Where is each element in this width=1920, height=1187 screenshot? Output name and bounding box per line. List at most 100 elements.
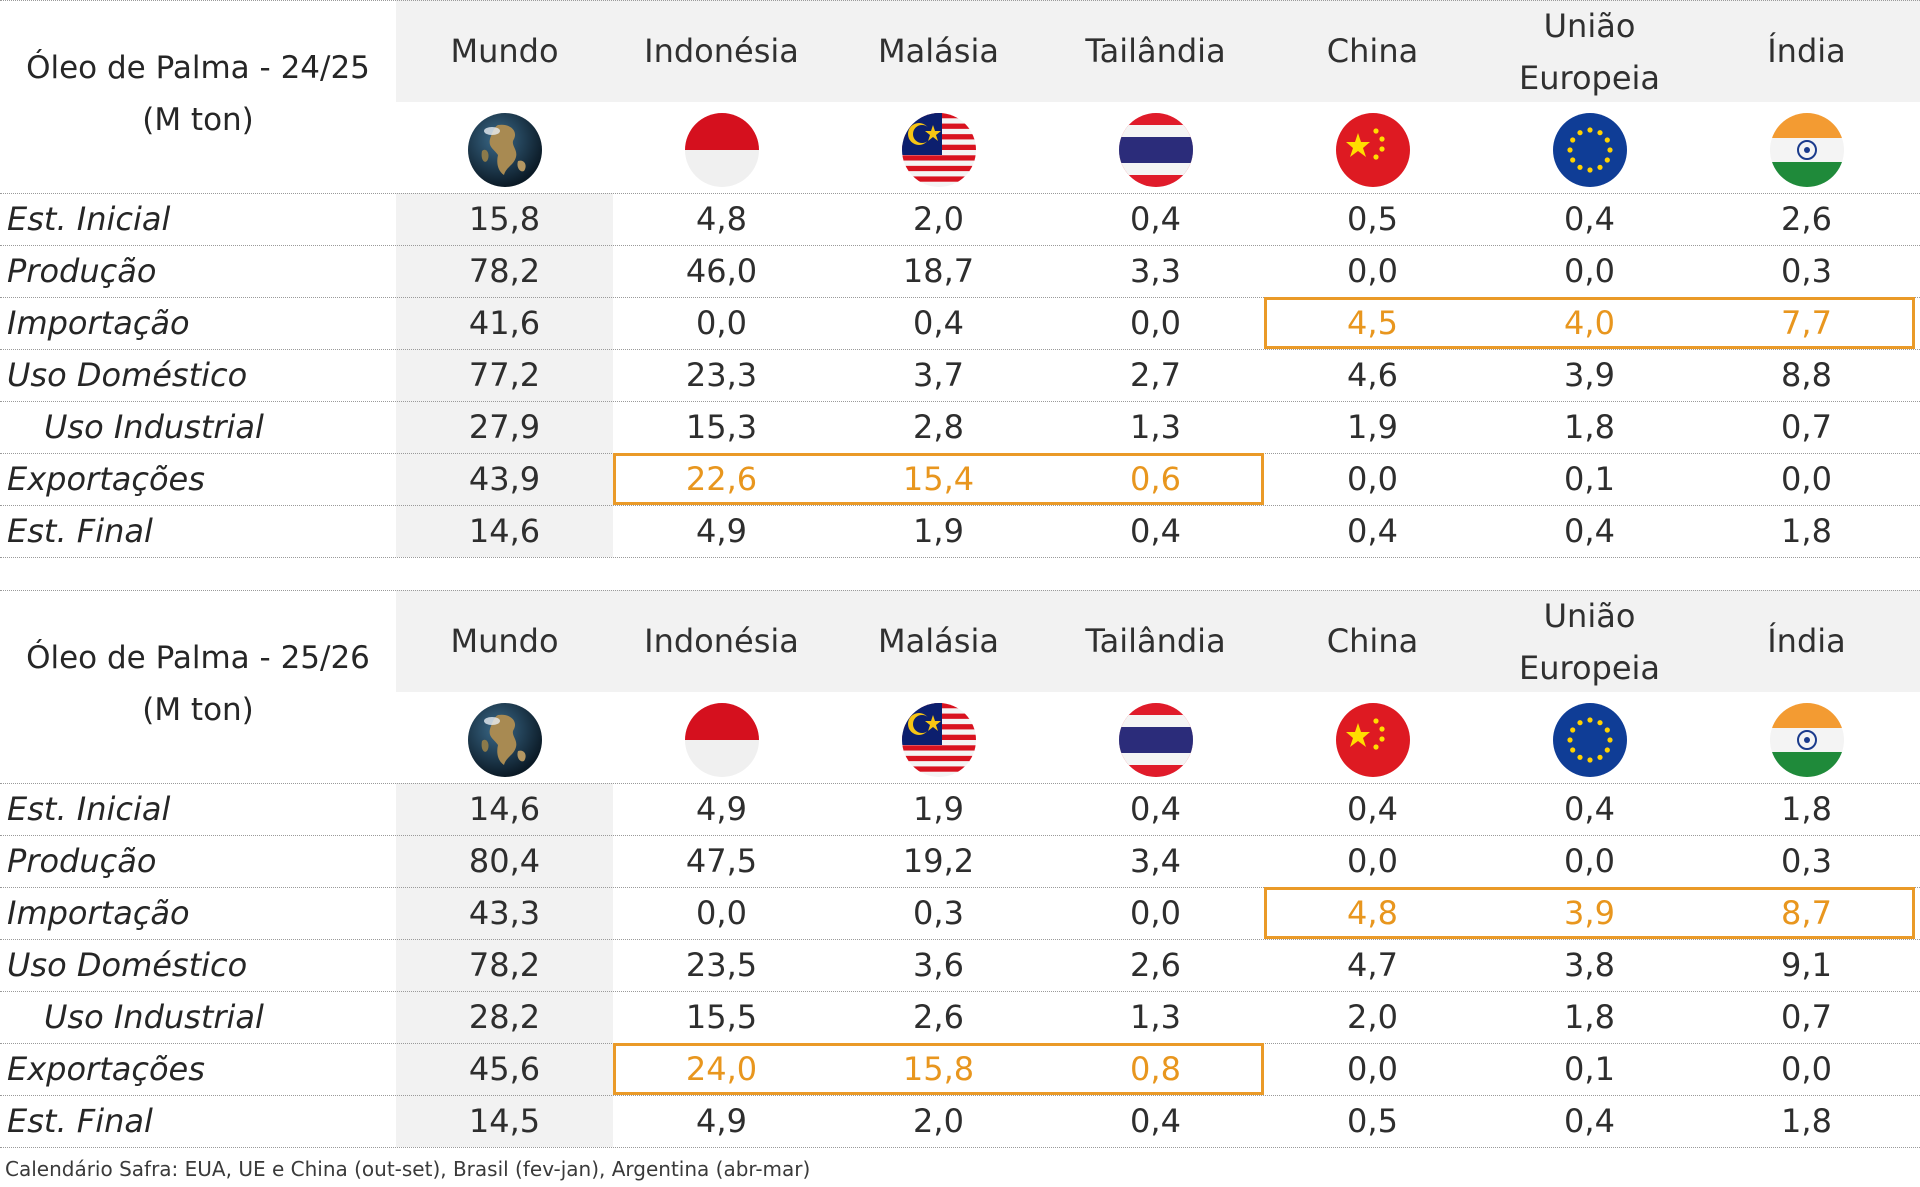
highlight-box xyxy=(1264,297,1915,349)
row-label: Est. Inicial xyxy=(7,790,171,828)
table-cell: 18,7 xyxy=(902,252,975,290)
table-cell: 1,9 xyxy=(913,790,964,828)
column-header-line: Indonésia xyxy=(644,32,799,70)
table-title-line: Óleo de Palma - 25/26 xyxy=(26,640,370,676)
table-cell: 4,6 xyxy=(1347,356,1398,394)
table-cell: 1,3 xyxy=(1130,998,1181,1036)
table-cell: 4,7 xyxy=(1347,946,1398,984)
table-cell: 0,0 xyxy=(696,894,747,932)
row-label: Est. Final xyxy=(7,1102,153,1140)
table-cell: 3,9 xyxy=(1564,356,1615,394)
row-rule xyxy=(0,939,1920,940)
indonesia-flag-icon xyxy=(684,113,759,187)
table-cell: 0,4 xyxy=(1564,790,1615,828)
table-cell: 2,0 xyxy=(913,1102,964,1140)
table-unit-line: (M ton) xyxy=(142,102,254,138)
table-unit-line: (M ton) xyxy=(142,692,254,728)
table-cell: 0,7 xyxy=(1781,998,1832,1036)
table-cell: 47,5 xyxy=(685,842,758,880)
table-cell: 2,6 xyxy=(1130,946,1181,984)
table-cell: 78,2 xyxy=(468,946,541,984)
column-header: Malásia xyxy=(830,615,1047,667)
china-flag-icon xyxy=(1335,703,1410,777)
india-flag-icon xyxy=(1769,113,1844,187)
table-cell: 23,5 xyxy=(685,946,758,984)
table-cell: 2,0 xyxy=(913,200,964,238)
column-header-line: Tailândia xyxy=(1085,622,1226,660)
table-cell: 4,8 xyxy=(696,200,747,238)
table-cell: 0,0 xyxy=(1781,1050,1832,1088)
table-title: Óleo de Palma - 24/25 (M ton) xyxy=(0,42,396,146)
table-cell: 0,4 xyxy=(1130,790,1181,828)
table-cell: 0,3 xyxy=(1781,842,1832,880)
table-cell: 0,0 xyxy=(1130,304,1181,342)
table-cell: 0,0 xyxy=(1564,842,1615,880)
malaysia-flag-icon xyxy=(901,703,976,777)
table-cell: 2,6 xyxy=(913,998,964,1036)
table-cell: 0,0 xyxy=(1781,460,1832,498)
table-cell: 1,9 xyxy=(913,512,964,550)
table-cell: 15,5 xyxy=(685,998,758,1036)
table-cell: 22,6 xyxy=(685,460,758,498)
world-column-shade xyxy=(396,783,613,1147)
row-rule xyxy=(0,557,1920,558)
column-header-line: Mundo xyxy=(450,622,559,660)
row-rule xyxy=(0,887,1920,888)
table-cell: 43,9 xyxy=(468,460,541,498)
top-rule xyxy=(0,0,1920,1)
table-cell: 7,7 xyxy=(1781,304,1832,342)
world-column-shade xyxy=(396,193,613,557)
table-cell: 14,5 xyxy=(468,1102,541,1140)
table-cell: 0,4 xyxy=(913,304,964,342)
footer-note: Calendário Safra: EUA, UE e China (out-s… xyxy=(5,1157,811,1181)
row-rule xyxy=(0,991,1920,992)
column-header-line: Malásia xyxy=(878,622,999,660)
column-header: China xyxy=(1264,25,1481,77)
row-label: Est. Final xyxy=(7,512,153,550)
table-cell: 2,0 xyxy=(1347,998,1398,1036)
eu-flag-icon xyxy=(1552,113,1627,187)
column-header-line: Índia xyxy=(1767,32,1846,70)
row-label: Produção xyxy=(7,842,157,880)
table-cell: 1,8 xyxy=(1564,998,1615,1036)
table-cell: 46,0 xyxy=(685,252,758,290)
column-header: Tailândia xyxy=(1047,615,1264,667)
table-cell: 4,5 xyxy=(1347,304,1398,342)
table-cell: 0,5 xyxy=(1347,1102,1398,1140)
table-cell: 8,8 xyxy=(1781,356,1832,394)
table-cell: 0,1 xyxy=(1564,460,1615,498)
table-cell: 9,1 xyxy=(1781,946,1832,984)
row-label: Importação xyxy=(7,304,190,342)
table-cell: 0,8 xyxy=(1130,1050,1181,1088)
globe-icon xyxy=(467,703,542,777)
table-cell: 0,0 xyxy=(1347,842,1398,880)
column-header: União Europeia xyxy=(1481,590,1698,694)
row-label: Exportações xyxy=(7,460,205,498)
column-header-line: Europeia xyxy=(1518,649,1661,687)
indonesia-flag-icon xyxy=(684,703,759,777)
table-cell: 0,4 xyxy=(1564,1102,1615,1140)
table-cell: 19,2 xyxy=(902,842,975,880)
column-header: Mundo xyxy=(396,615,613,667)
globe-icon xyxy=(467,113,542,187)
table-cell: 24,0 xyxy=(685,1050,758,1088)
row-rule xyxy=(0,245,1920,246)
table-cell: 3,4 xyxy=(1130,842,1181,880)
table-cell: 45,6 xyxy=(468,1050,541,1088)
table-cell: 14,6 xyxy=(468,512,541,550)
column-header: Tailândia xyxy=(1047,25,1264,77)
row-rule xyxy=(0,1095,1920,1096)
highlight-box xyxy=(613,1043,1264,1095)
table-cell: 0,4 xyxy=(1564,200,1615,238)
header-rule xyxy=(0,193,1920,194)
table-cell: 4,9 xyxy=(696,790,747,828)
table-cell: 0,4 xyxy=(1130,512,1181,550)
table-cell: 4,0 xyxy=(1564,304,1615,342)
table-cell: 1,8 xyxy=(1564,408,1615,446)
table-cell: 0,4 xyxy=(1347,790,1398,828)
table-cell: 4,8 xyxy=(1347,894,1398,932)
thailand-flag-icon xyxy=(1118,703,1193,777)
table-cell: 2,7 xyxy=(1130,356,1181,394)
row-label: Uso Doméstico xyxy=(7,356,248,394)
table-cell: 80,4 xyxy=(468,842,541,880)
